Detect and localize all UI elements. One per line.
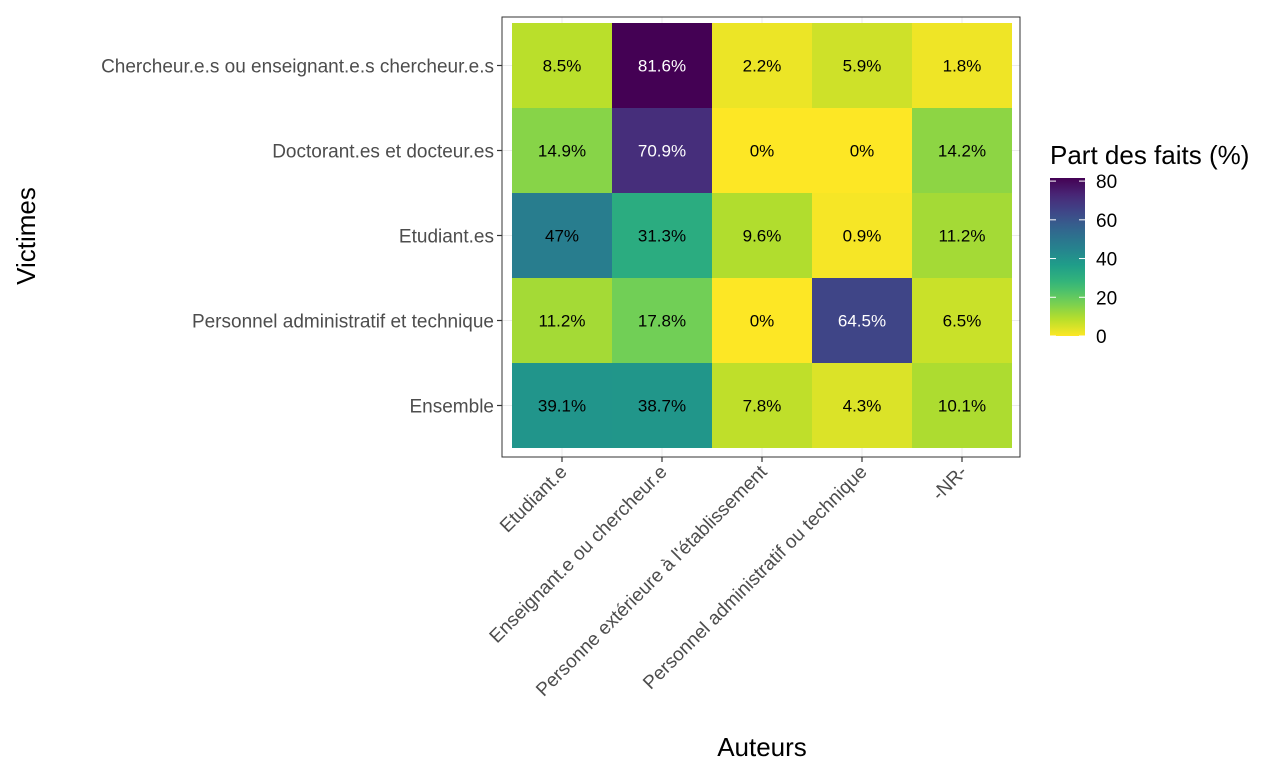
heatmap-cell — [812, 23, 912, 108]
legend-tick-label: 80 — [1096, 172, 1117, 193]
legend-tick-label: 20 — [1096, 288, 1117, 309]
heatmap-cell — [612, 363, 712, 448]
heatmap-cell — [912, 278, 1012, 363]
heatmap-cell — [812, 193, 912, 278]
x-tick-label: Enseignant.e ou chercheur.e — [486, 462, 672, 648]
cell-value-label: 0% — [750, 142, 775, 161]
y-axis-title: Victimes — [11, 187, 41, 285]
cell-value-label: 39.1% — [538, 397, 586, 416]
heatmap-cell — [612, 193, 712, 278]
cell-value-label: 31.3% — [638, 227, 686, 246]
panel-border — [501, 16, 1021, 458]
cell-value-label: 2.2% — [743, 57, 782, 76]
y-tick-label: Ensemble — [410, 397, 495, 418]
heatmap-cell — [612, 108, 712, 193]
x-axis-title: Auteurs — [717, 732, 807, 762]
heatmap-cell — [512, 278, 612, 363]
heatmap-cell — [712, 278, 812, 363]
heatmap-cells: 8.5% 81.6% 2.2% 5.9% 1.8% 14.9% 70.9% 0% 0% 14.2%… — [501, 16, 1021, 458]
cell-value-label: 10.1% — [938, 397, 986, 416]
cell-value-label: 0.9% — [843, 227, 882, 246]
heatmap-cell — [812, 108, 912, 193]
x-tick-label: -NR- — [928, 462, 971, 505]
cell-value-label: 0% — [750, 312, 775, 331]
heatmap-cell — [812, 278, 912, 363]
heatmap-cell — [912, 363, 1012, 448]
cell-value-label: 1.8% — [943, 57, 982, 76]
legend-colorbar — [1050, 178, 1085, 336]
heatmap-cell — [912, 23, 1012, 108]
heatmap-cell — [712, 363, 812, 448]
y-tick-label: Etudiant.es — [399, 227, 494, 248]
legend-tick-label: 60 — [1096, 211, 1117, 232]
cell-value-label: 11.2% — [539, 312, 586, 331]
cell-value-label: 11.2% — [939, 227, 986, 246]
legend-tick-label: 0 — [1096, 327, 1107, 348]
heatmap-cell — [612, 23, 712, 108]
cell-value-label: 5.9% — [843, 57, 882, 76]
cell-value-label: 47% — [545, 227, 579, 246]
y-tick-label: Personnel administratif et technique — [192, 312, 494, 333]
heatmap-cell — [512, 193, 612, 278]
y-tick-label: Chercheur.e.s ou enseignant.e.s chercheu… — [101, 57, 494, 78]
cell-value-label: 7.8% — [743, 397, 782, 416]
cell-value-label: 14.9% — [538, 142, 586, 161]
heatmap-cell — [512, 23, 612, 108]
cell-value-label: 9.6% — [743, 227, 782, 246]
legend-title: Part des faits (%) — [1050, 140, 1249, 170]
heatmap-cell — [512, 108, 612, 193]
cell-value-label: 17.8% — [638, 312, 686, 331]
cell-value-label: 64.5% — [838, 312, 886, 331]
heatmap-cell — [812, 363, 912, 448]
heatmap-cell — [512, 363, 612, 448]
cell-value-label: 6.5% — [943, 312, 982, 331]
y-tick-label: Doctorant.es et docteur.es — [272, 142, 494, 163]
heatmap-cell — [712, 108, 812, 193]
heatmap-cell — [912, 108, 1012, 193]
heatmap-cell — [612, 278, 712, 363]
cell-value-label: 4.3% — [843, 397, 882, 416]
heatmap-cell — [912, 193, 1012, 278]
cell-value-label: 81.6% — [638, 57, 686, 76]
color-legend: Part des faits (%) 80 60 40 20 0 — [1050, 140, 1249, 348]
y-axis-ticks: Chercheur.e.s ou enseignant.e.s chercheu… — [101, 57, 502, 418]
x-tick-label: Personnel administratif ou technique — [639, 462, 871, 694]
heatmap-cell — [712, 193, 812, 278]
x-tick-label: Etudiant.e — [496, 462, 571, 537]
legend-tick-label: 40 — [1096, 250, 1117, 271]
cell-value-label: 14.2% — [938, 142, 986, 161]
heatmap-cell — [712, 23, 812, 108]
cell-value-label: 8.5% — [543, 57, 582, 76]
cell-value-label: 0% — [850, 142, 875, 161]
cell-value-label: 70.9% — [638, 142, 686, 161]
cell-value-label: 38.7% — [638, 397, 686, 416]
